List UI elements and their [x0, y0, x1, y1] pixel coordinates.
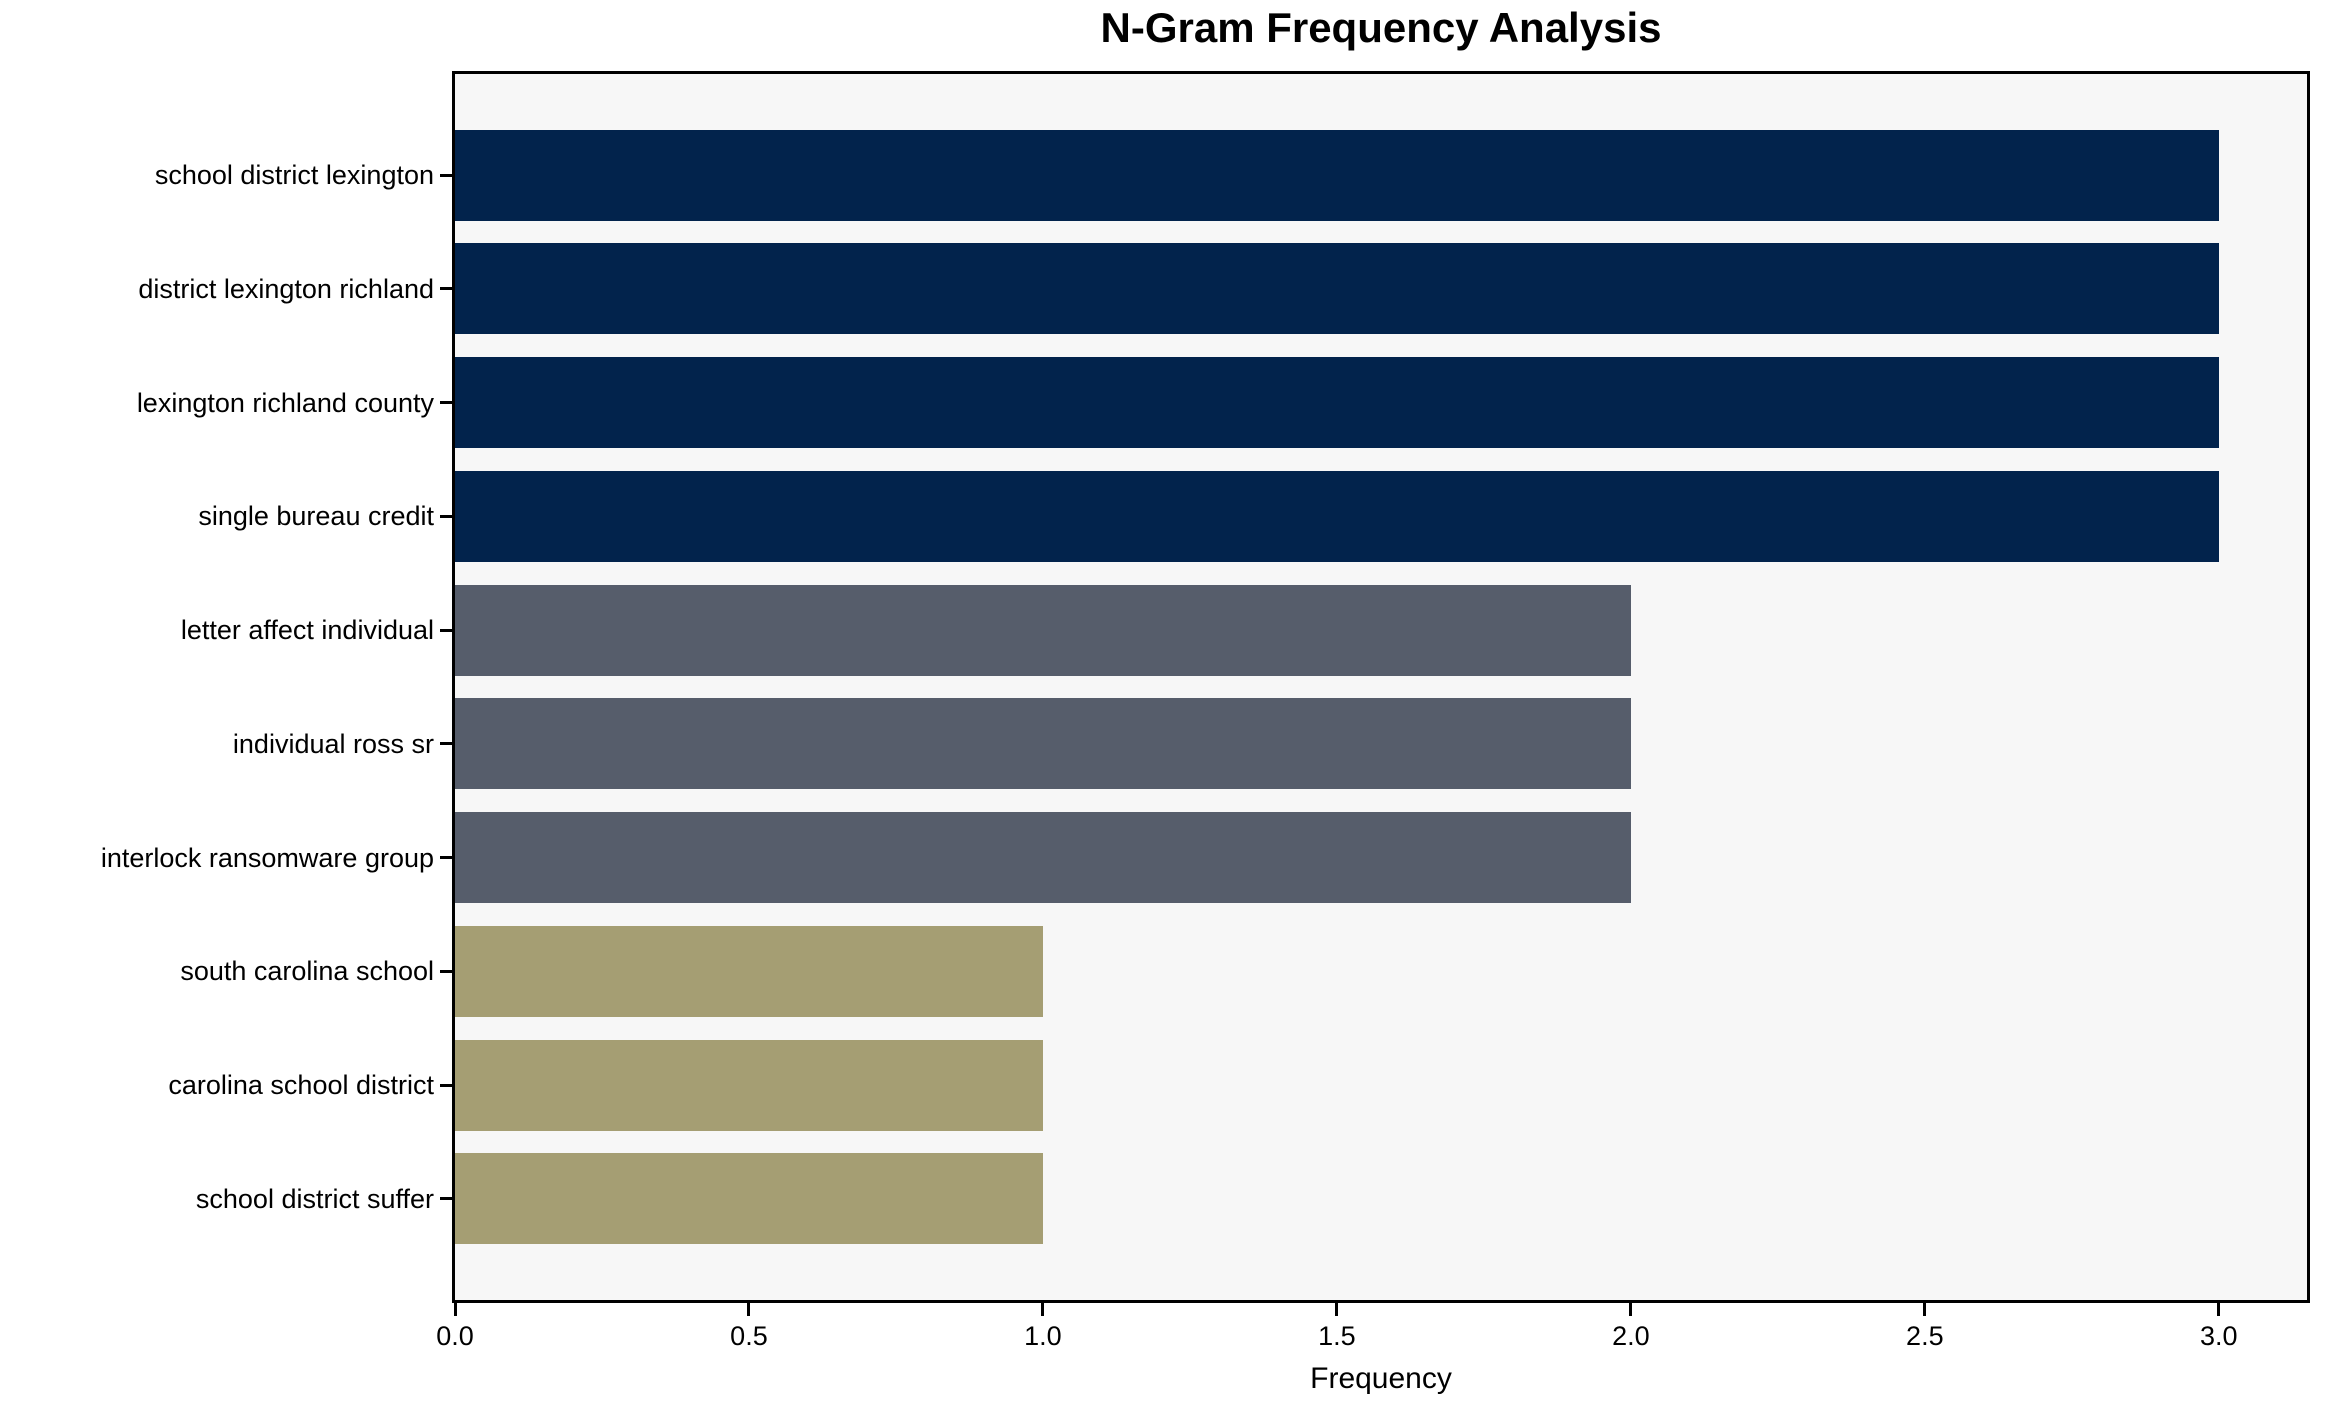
y-tick-mark	[440, 401, 452, 405]
y-tick-mark	[440, 287, 452, 291]
bars-layer	[455, 74, 2307, 1300]
y-tick-label: letter affect individual	[180, 615, 434, 646]
y-tick-label: school district suffer	[195, 1183, 434, 1214]
bar	[455, 925, 1043, 1017]
plot-area	[452, 71, 2310, 1303]
x-axis-title: Frequency	[1310, 1362, 1452, 1395]
y-tick-mark	[440, 1197, 452, 1201]
bar	[455, 357, 2219, 449]
x-tick-label: 2.5	[1906, 1321, 1944, 1351]
y-tick-label: individual ross sr	[232, 728, 434, 759]
bar	[455, 129, 2219, 221]
x-tick-mark	[1335, 1303, 1339, 1316]
y-tick-mark	[440, 1083, 452, 1087]
x-tick-label: 1.0	[1024, 1321, 1062, 1351]
x-tick-mark	[1629, 1303, 1633, 1316]
bar	[455, 243, 2219, 335]
y-tick-mark	[440, 173, 452, 177]
y-tick-label: lexington richland county	[136, 387, 434, 418]
bar	[455, 1039, 1043, 1131]
y-tick-mark	[440, 742, 452, 746]
bar	[455, 470, 2219, 562]
x-tick-label: 2.0	[1612, 1321, 1650, 1351]
y-tick-label: school district lexington	[154, 160, 434, 191]
y-tick-mark	[440, 969, 452, 973]
x-tick-mark	[1923, 1303, 1927, 1316]
y-tick-label: interlock ransomware group	[100, 842, 434, 873]
x-tick-mark	[453, 1303, 457, 1316]
bar	[455, 1153, 1043, 1245]
y-tick-mark	[440, 628, 452, 632]
y-tick-label: south carolina school	[180, 956, 434, 987]
x-tick-mark	[1041, 1303, 1045, 1316]
x-tick-label: 0.0	[436, 1321, 474, 1351]
x-tick-mark	[747, 1303, 751, 1316]
y-tick-label: carolina school district	[168, 1070, 434, 1101]
y-tick-label: single bureau credit	[198, 501, 434, 532]
x-tick-mark	[2217, 1303, 2221, 1316]
y-tick-mark	[440, 856, 452, 860]
x-tick-label: 3.0	[2200, 1321, 2238, 1351]
bar	[455, 812, 1631, 904]
chart-title: N-Gram Frequency Analysis	[1100, 4, 1662, 51]
x-tick-label: 0.5	[730, 1321, 768, 1351]
y-tick-label: district lexington richland	[138, 273, 434, 304]
x-tick-label: 1.5	[1318, 1321, 1356, 1351]
bar	[455, 698, 1631, 790]
bar	[455, 584, 1631, 676]
y-tick-mark	[440, 514, 452, 518]
